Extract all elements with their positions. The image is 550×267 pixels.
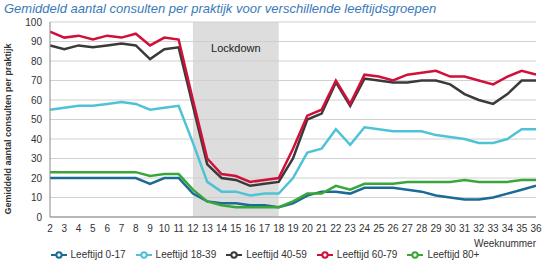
svg-text:7: 7 [119,223,125,234]
html-text:Leeftijd 0-17: Leeftijd 0-17 [70,248,126,260]
svg-text:90: 90 [31,36,43,47]
svg-text:15: 15 [230,223,242,234]
svg-text:23: 23 [345,223,357,234]
svg-text:13: 13 [202,223,214,234]
svg-text:100: 100 [25,18,42,28]
svg-text:27: 27 [402,223,414,234]
svg-text:12: 12 [187,223,199,234]
svg-text:24: 24 [359,223,371,234]
svg-text:17: 17 [259,223,271,234]
svg-text:6: 6 [104,223,110,234]
svg-text:3: 3 [62,223,68,234]
svg-text:60: 60 [31,95,43,106]
html-text:Leeftijd 40-59: Leeftijd 40-59 [246,248,307,260]
svg-text:30: 30 [31,153,43,164]
svg-text:25: 25 [373,223,385,234]
svg-text:28: 28 [416,223,428,234]
svg-text:2: 2 [47,223,53,234]
svg-text:Gemiddeld aantal consulten per: Gemiddeld aantal consulten per praktijk [8,42,13,214]
svg-text:8: 8 [133,223,139,234]
html-text:Leeftijd 18-39: Leeftijd 18-39 [155,248,217,260]
svg-text:11: 11 [173,223,184,234]
svg-text:33: 33 [488,223,500,234]
svg-text:32: 32 [473,223,485,234]
svg-text:19: 19 [287,223,299,234]
svg-text:20: 20 [302,223,314,234]
svg-text:70: 70 [31,75,43,86]
svg-text:16: 16 [245,223,257,234]
svg-text:14: 14 [216,223,228,234]
svg-text:29: 29 [430,223,442,234]
svg-text:Weeknummer: Weeknummer [474,238,537,249]
svg-text:10: 10 [159,223,171,234]
svg-text:40: 40 [31,134,43,145]
html-text:Leeftijd 80+: Leeftijd 80+ [427,248,480,260]
svg-text:20: 20 [31,173,43,184]
html-text:Leeftijd 60-79: Leeftijd 60-79 [336,248,398,260]
svg-text:4: 4 [76,223,82,234]
svg-text:18: 18 [273,223,285,234]
svg-text:22: 22 [330,223,342,234]
svg-text:0: 0 [36,212,42,223]
svg-text:36: 36 [530,223,542,234]
svg-text:9: 9 [147,223,153,234]
svg-text:50: 50 [31,114,43,125]
svg-text:21: 21 [316,223,328,234]
svg-text:80: 80 [31,56,43,67]
svg-text:35: 35 [516,223,528,234]
html-text:Gemiddeld aantal consulten per: Gemiddeld aantal consulten per praktijk … [4,1,437,16]
svg-text:5: 5 [90,223,96,234]
svg-text:30: 30 [445,223,457,234]
svg-text:34: 34 [502,223,514,234]
svg-text:26: 26 [387,223,399,234]
svg-text:Lockdown: Lockdown [211,42,261,54]
svg-text:10: 10 [31,192,43,203]
svg-text:31: 31 [459,223,471,234]
